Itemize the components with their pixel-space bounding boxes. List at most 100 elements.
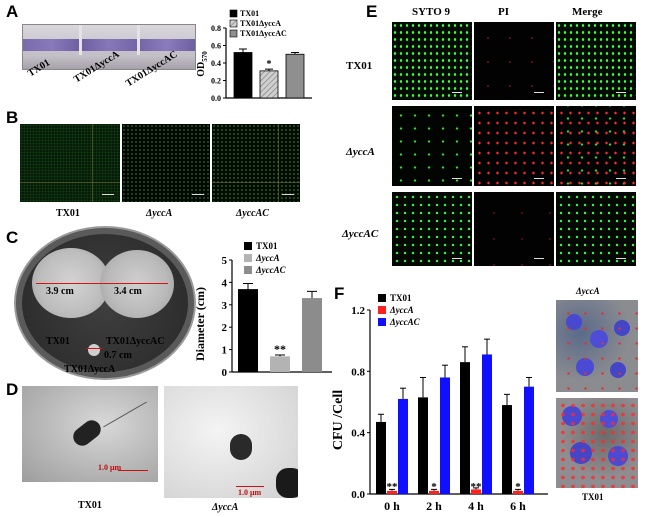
y-tick-label: 0.6 xyxy=(211,42,221,51)
panel-letter-b: B xyxy=(6,108,19,127)
panel-letter-d: D xyxy=(6,380,19,399)
legend-label-0: TX01 xyxy=(390,293,412,303)
bar-1-0 xyxy=(418,397,428,494)
y-tick-label: 0.4 xyxy=(351,428,365,440)
y-tick-label: 3 xyxy=(222,300,228,312)
biofilm-image-tx01 xyxy=(20,124,120,202)
bar-0 xyxy=(233,52,253,99)
y-tick-label: 0.2 xyxy=(211,77,221,86)
significance-mark: ** xyxy=(387,481,399,493)
infected-cell-image-mutant xyxy=(556,300,638,392)
fluor-mutant-syto9 xyxy=(392,106,472,186)
bar-1-1 xyxy=(429,490,439,494)
bar-1-2 xyxy=(440,377,450,494)
bar-1 xyxy=(270,356,290,372)
plate-label-mutant: TX01ΔyccA xyxy=(64,364,116,375)
plate-label-complement: TX01ΔyccAC xyxy=(106,336,165,347)
bar-2 xyxy=(302,298,322,372)
legend-label-1: ΔyccA xyxy=(389,305,414,315)
bar-3-2 xyxy=(524,386,534,494)
significance-mark: ** xyxy=(274,342,286,356)
y-tick-label: 0.8 xyxy=(351,366,365,378)
bar-3-0 xyxy=(502,405,512,494)
tem-scale-mutant: 1.0 μm xyxy=(238,488,262,497)
tem-label-mutant: ΔyccA xyxy=(212,502,239,513)
column-label-merge: Merge xyxy=(572,6,603,18)
plate-measure-complement: 3.4 cm xyxy=(114,286,142,297)
legend-swatch-0 xyxy=(244,242,252,250)
panel-letter-e: E xyxy=(366,2,378,21)
y-axis-label: Diameter (cm) xyxy=(193,287,207,361)
bar-0-0 xyxy=(376,421,386,494)
row-label-tx01: TX01 xyxy=(346,60,373,72)
x-tick-label: 2 h xyxy=(426,499,442,513)
legend-label-1: ΔyccA xyxy=(255,253,280,263)
fluor-complement-syto9 xyxy=(392,192,472,266)
bar-0-2 xyxy=(398,398,408,494)
biofilm-image-mutant xyxy=(122,124,210,202)
y-axis-label: CFU /Cell xyxy=(331,390,346,450)
x-tick-label: 6 h xyxy=(510,499,526,513)
x-tick-label: 4 h xyxy=(468,499,484,513)
swarming-plate xyxy=(14,226,196,380)
y-tick-label: 2 xyxy=(222,322,228,334)
y-tick-label: 0.8 xyxy=(211,24,221,33)
significance-mark: * xyxy=(515,481,521,493)
plate-label-tx01: TX01 xyxy=(46,336,70,347)
biofilm-image-complement xyxy=(212,124,300,202)
panel-letter-a: A xyxy=(6,2,19,21)
legend-label-0: TX01 xyxy=(256,241,278,251)
biofilm-label-complement: ΔyccAC xyxy=(236,208,269,219)
row-label-complement: ΔyccAC xyxy=(342,228,379,240)
y-tick-label: 5 xyxy=(222,255,228,267)
bar-0 xyxy=(238,289,258,372)
crystal-violet-tubes-photo xyxy=(22,24,196,70)
legend-label-2: ΔyccAC xyxy=(255,265,287,275)
bar-2 xyxy=(285,53,305,99)
significance-mark: * xyxy=(431,481,437,493)
x-tick-label: 0 h xyxy=(384,499,400,513)
legend-label-2: TX01ΔyccAC xyxy=(240,29,287,38)
fluor-tx01-syto9 xyxy=(392,22,472,100)
fluor-mutant-pi xyxy=(474,106,554,186)
tem-scale-tx01: 1.0 μm xyxy=(98,463,122,472)
fluor-tx01-merge xyxy=(556,22,636,100)
fluor-complement-merge xyxy=(556,192,636,266)
bar-0-1 xyxy=(387,490,397,494)
infected-cell-image-tx01 xyxy=(556,398,638,488)
biofilm-label-tx01: TX01 xyxy=(56,208,80,219)
significance-mark: ** xyxy=(471,481,483,493)
panel-letter-c: C xyxy=(6,228,19,247)
y-tick-label: 1.2 xyxy=(351,305,365,317)
bar-3-1 xyxy=(513,490,523,494)
y-tick-label: 0.0 xyxy=(211,94,221,103)
bar-2-2 xyxy=(482,354,492,494)
legend-swatch-1 xyxy=(378,306,386,314)
fluor-mutant-merge xyxy=(556,106,636,186)
legend-swatch-1 xyxy=(244,254,252,262)
plate-measure-tx01: 3.9 cm xyxy=(46,286,74,297)
y-tick-label: 0 xyxy=(222,367,228,379)
cell-image-label-mutant: ΔyccA xyxy=(576,286,600,296)
legend-swatch-2 xyxy=(229,29,238,38)
tem-image-mutant xyxy=(164,386,298,498)
fluor-tx01-pi xyxy=(474,22,554,100)
column-label-syto9: SYTO 9 xyxy=(412,6,451,18)
row-label-mutant: ΔyccA xyxy=(346,146,375,158)
panel-letter-f: F xyxy=(334,284,345,303)
column-label-pi: PI xyxy=(498,6,509,18)
biofilm-label-mutant: ΔyccA xyxy=(146,208,173,219)
fluor-complement-pi xyxy=(474,192,554,266)
legend-swatch-1 xyxy=(229,19,238,28)
complement-colony xyxy=(100,250,174,318)
y-tick-label: 1 xyxy=(222,345,228,357)
y-tick-label: 4 xyxy=(222,277,228,289)
diameter-bar-chart: 0 1 2 3 4 5 Diameter (cm) ** TX01 ΔyccA ΔyccAC xyxy=(193,241,332,379)
legend-swatch-0 xyxy=(229,9,238,18)
legend-swatch-0 xyxy=(378,294,386,302)
legend-label-2: ΔyccAC xyxy=(389,317,421,327)
bar-2-1 xyxy=(471,489,481,494)
bar-1 xyxy=(259,70,279,99)
od570-bar-chart: 0.0 0.2 0.4 0.6 0.8 OD570 * TX01TX01ΔyccATX01Δy… xyxy=(196,9,312,103)
